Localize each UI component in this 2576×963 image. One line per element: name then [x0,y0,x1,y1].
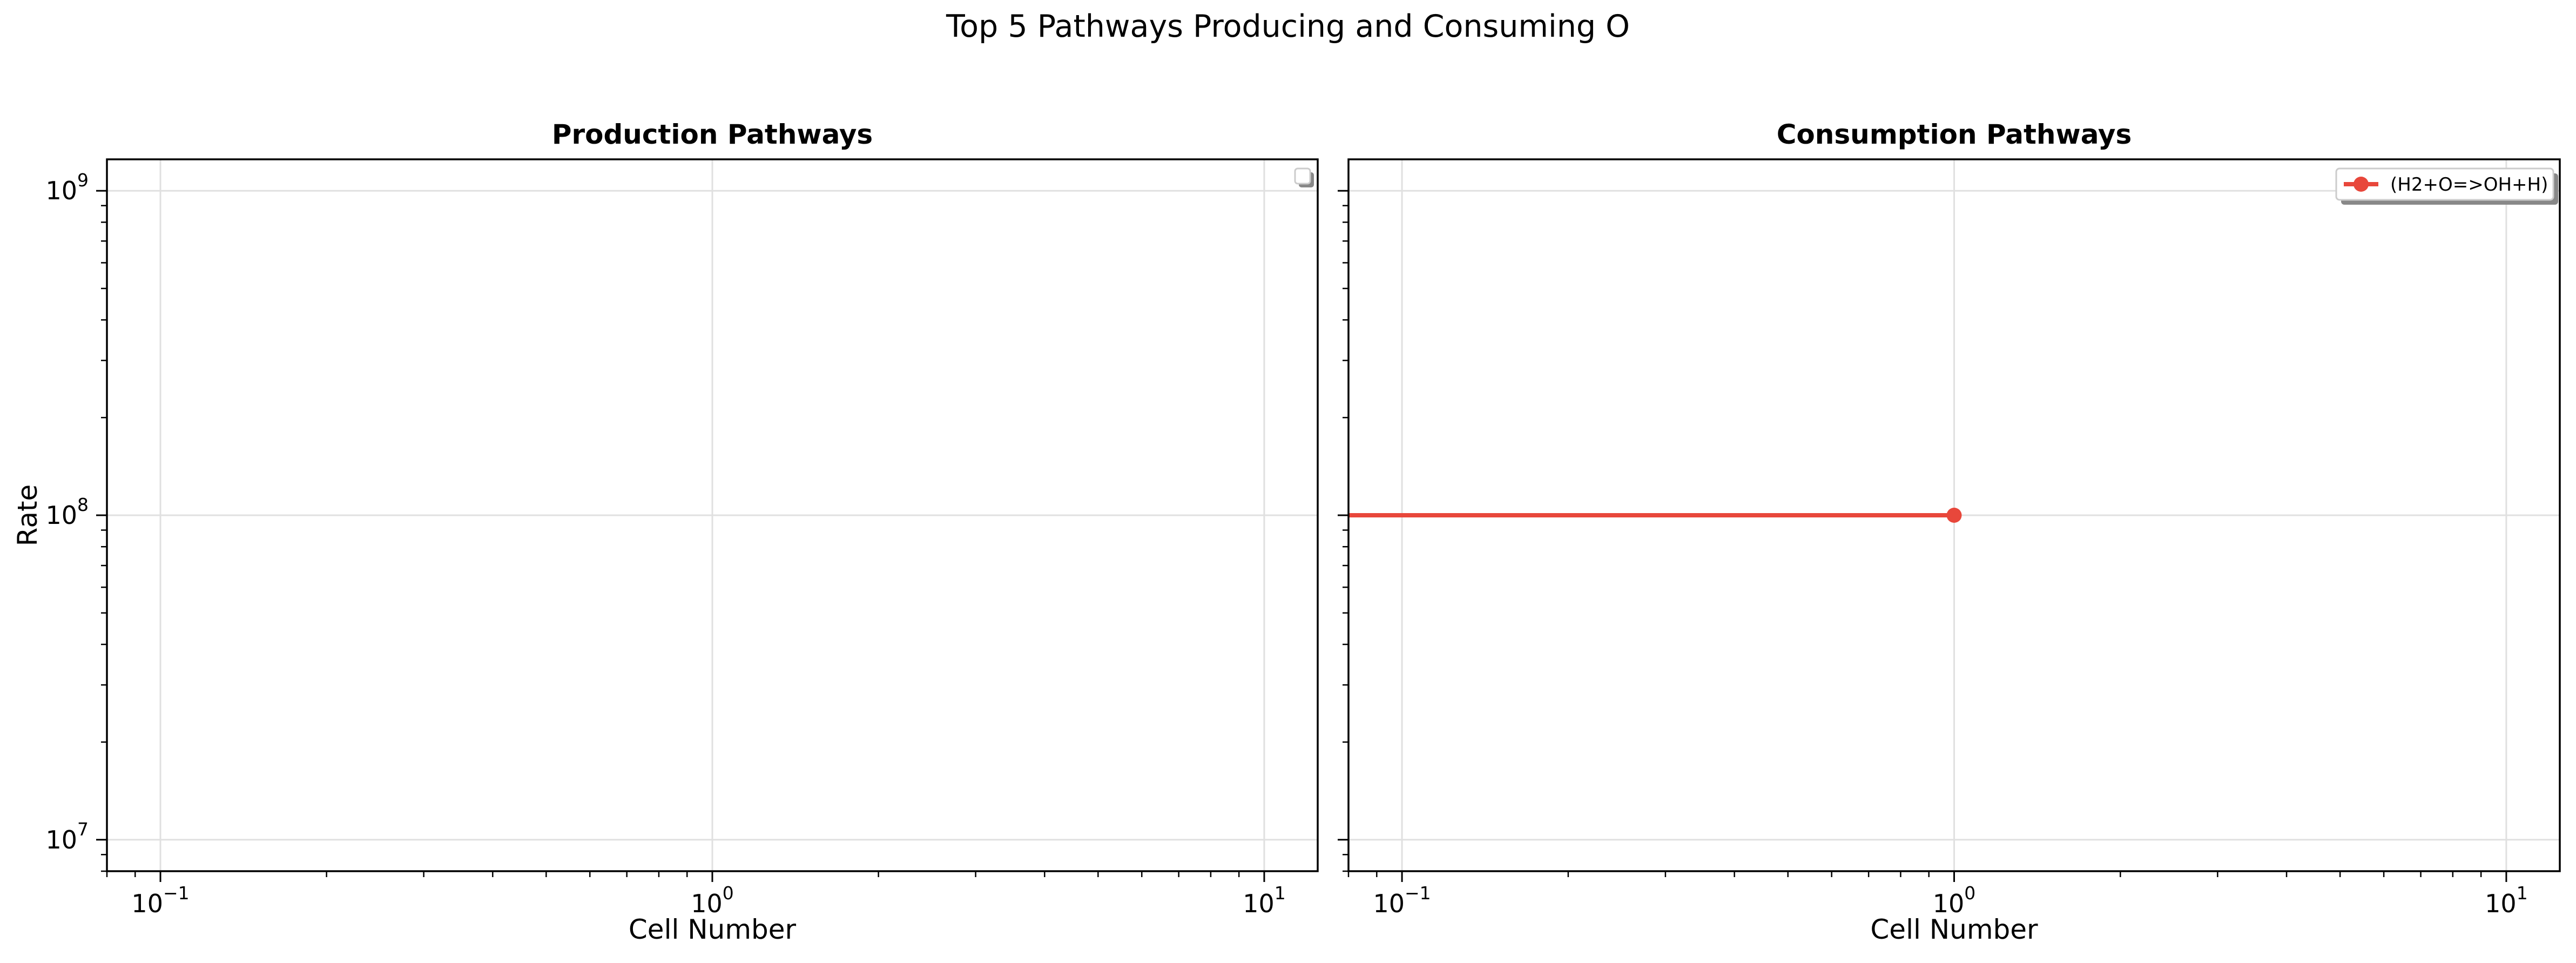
y-tick-label-exponent: 8 [77,494,89,515]
y-tick-label: 109 [45,170,89,205]
y-tick-label-base: 10 [45,176,77,205]
x-tick-label: 10−1 [131,883,189,918]
y-tick-label: 108 [45,494,89,530]
x-tick-label-exponent: 1 [1274,883,1286,904]
axes-frame [106,158,1319,872]
x-tick-label: 100 [691,883,734,918]
x-tick-label-base: 10 [1243,889,1274,918]
x-tick-label: 100 [1933,883,1976,918]
figure-title: Top 5 Pathways Producing and Consuming O [946,9,1630,44]
x-axis-label: Cell Number [629,914,797,945]
x-tick-label-exponent: 1 [2517,883,2528,904]
x-tick-label: 10−1 [1373,883,1431,918]
y-tick-label-exponent: 7 [77,819,89,840]
subplot-title: Production Pathways [552,119,873,150]
y-tick-label-exponent: 9 [77,170,89,191]
data-point [1946,508,1962,523]
legend-box [2335,167,2554,201]
x-tick-label: 101 [1243,883,1286,918]
x-tick-label-base: 10 [691,889,723,918]
y-tick-label: 107 [45,819,89,854]
x-tick-label-exponent: −1 [163,883,190,904]
x-tick-label-exponent: −1 [1405,883,1431,904]
legend: (H2+O=>OH+H) [2335,167,2558,205]
subplot-title: Consumption Pathways [1777,119,2132,150]
axes-frame [1347,158,2561,872]
y-tick-label-base: 10 [45,825,77,854]
legend-marker [2354,177,2369,192]
x-tick-label-base: 10 [1373,889,1405,918]
x-axis-label: Cell Number [1870,914,2038,945]
x-tick-label-exponent: 0 [1964,883,1975,904]
x-tick-label-base: 10 [1933,889,1965,918]
legend-box [1294,167,1311,185]
x-tick-label-base: 10 [131,889,163,918]
series-0 [1348,508,1962,523]
legend [1294,167,1314,187]
x-tick-label-base: 10 [2485,889,2517,918]
y-tick-label-base: 10 [45,501,77,530]
y-axis-label: Rate [12,484,43,547]
legend-label: (H2+O=>OH+H) [2390,174,2548,196]
x-tick-label: 101 [2485,883,2528,918]
x-tick-label-exponent: 0 [723,883,734,904]
